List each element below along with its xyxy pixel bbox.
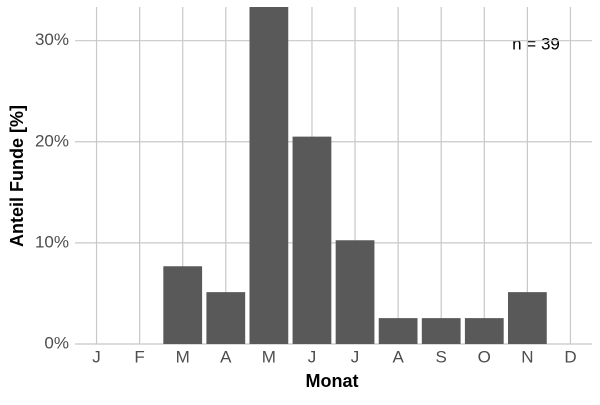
x-tick-label: S (436, 347, 447, 366)
bar (507, 292, 547, 344)
x-axis-label: Monat (306, 371, 359, 391)
bar (249, 7, 289, 344)
x-tick-label: F (134, 347, 144, 366)
bar (335, 240, 375, 344)
x-tick-label: M (176, 347, 190, 366)
x-tick-label: J (351, 347, 360, 366)
y-tick-label: 0% (44, 333, 69, 352)
y-axis-label: Anteil Funde [%] (7, 105, 27, 247)
x-tick-label: A (392, 347, 404, 366)
bar (378, 318, 418, 344)
annotation: n = 39 (512, 34, 560, 53)
bar (464, 318, 504, 344)
bar (292, 136, 332, 344)
x-tick-label: O (478, 347, 491, 366)
x-tick-label: A (220, 347, 232, 366)
x-tick-label: M (262, 347, 276, 366)
bar (163, 266, 203, 344)
y-tick-label: 10% (35, 232, 69, 251)
x-tick-label: N (521, 347, 533, 366)
x-tick-label: J (92, 347, 101, 366)
y-tick-label: 30% (35, 30, 69, 49)
bar (206, 292, 246, 344)
x-tick-label: J (308, 347, 317, 366)
bar (421, 318, 461, 344)
x-tick-label: D (564, 347, 576, 366)
y-tick-label: 20% (35, 131, 69, 150)
